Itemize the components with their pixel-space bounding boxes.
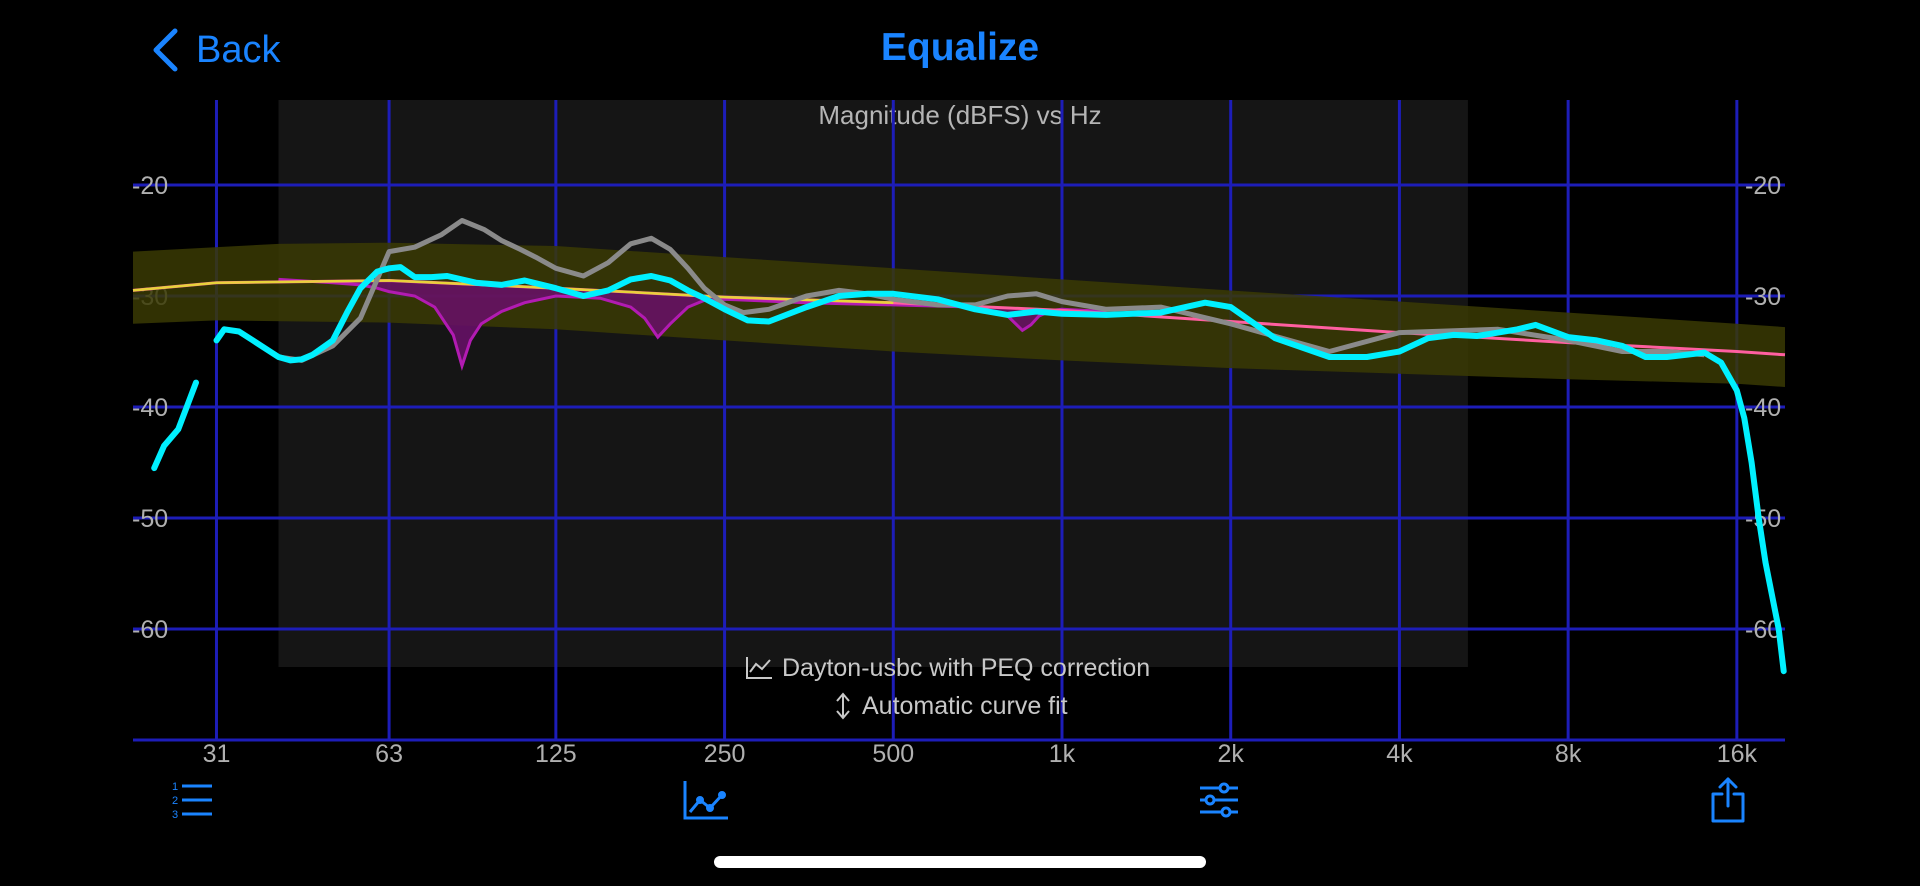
sliders-icon	[1200, 782, 1238, 818]
filters-button[interactable]	[1198, 780, 1240, 820]
chart-title: Magnitude (dBFS) vs Hz	[818, 100, 1101, 130]
legend-item-series: Dayton-usbc with PEQ correction	[746, 654, 1150, 682]
svg-text:1: 1	[172, 781, 178, 793]
x-tick-label: 1k	[1049, 740, 1076, 768]
frequency-response-chart[interactable]: Magnitude (dBFS) vs Hz-20-20-30-30-40-40…	[0, 0, 1920, 780]
x-tick-label: 31	[203, 740, 231, 768]
x-tick-label: 250	[704, 740, 746, 768]
share-button[interactable]	[1710, 776, 1746, 824]
x-tick-label: 8k	[1555, 740, 1582, 768]
x-tick-label: 500	[872, 740, 914, 768]
svg-text:3: 3	[172, 809, 178, 821]
analysis-range-shade	[278, 100, 1468, 667]
correction-fill	[278, 279, 1107, 366]
home-indicator	[714, 856, 1206, 868]
legend-item-fit: Automatic curve fit	[836, 692, 1068, 720]
y-tick-label-right: -40	[1745, 394, 1781, 422]
line-chart-icon	[683, 781, 728, 820]
uncorrected-curve	[278, 218, 1705, 363]
back-button[interactable]: Back	[150, 24, 280, 76]
y-tick-label-left: -40	[132, 394, 168, 422]
x-tick-label: 63	[375, 740, 403, 768]
svg-text:2: 2	[172, 795, 178, 807]
y-tick-label-right: -20	[1745, 172, 1781, 200]
numbered-list-icon: 1 2 3	[172, 781, 212, 821]
line-chart-icon	[746, 657, 772, 679]
x-tick-label: 4k	[1386, 740, 1413, 768]
y-tick-label-left: -20	[132, 172, 168, 200]
list-button[interactable]: 1 2 3	[170, 778, 216, 824]
back-label: Back	[196, 28, 281, 71]
y-tick-label-left: -60	[132, 616, 168, 644]
measurement-curve-low	[151, 379, 199, 472]
navigation-bar: Back Equalize	[0, 0, 1920, 100]
y-tick-label-left: -50	[132, 505, 168, 533]
correction-curve	[278, 277, 1107, 372]
legend-label-series: Dayton-usbc with PEQ correction	[782, 654, 1150, 682]
tolerance-band	[133, 242, 1785, 388]
vertical-arrows-icon	[836, 692, 850, 720]
chevron-left-icon	[153, 28, 178, 72]
x-tick-label: 2k	[1218, 740, 1245, 768]
x-tick-label: 125	[535, 740, 577, 768]
measurement-curve	[213, 264, 1787, 675]
y-tick-label-right: -30	[1745, 283, 1781, 311]
legend-label-fit: Automatic curve fit	[862, 692, 1068, 720]
x-tick-label: 16k	[1717, 740, 1758, 768]
share-icon	[1711, 777, 1745, 823]
page-title: Equalize	[880, 26, 1040, 69]
graph-button[interactable]	[682, 778, 730, 822]
